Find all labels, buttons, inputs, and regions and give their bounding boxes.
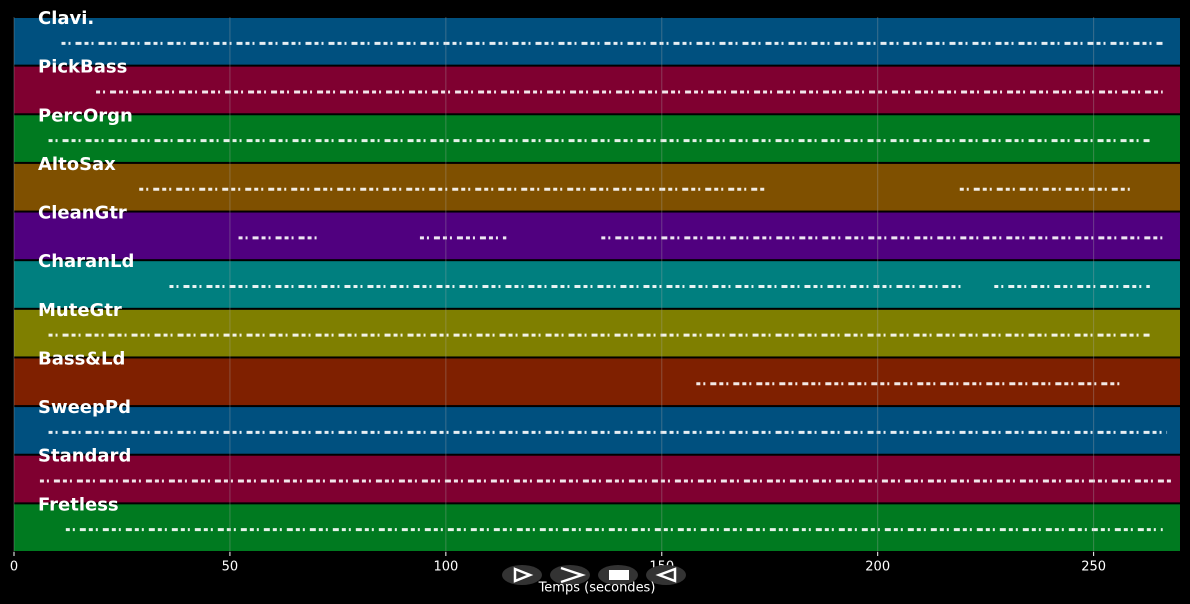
track-label: CharanLd: [38, 251, 134, 272]
track-band: [14, 18, 1180, 65]
track-band: [14, 163, 1180, 211]
x-tick-label: 200: [865, 560, 890, 575]
track-label: CleanGtr: [38, 203, 127, 224]
plot: Clavi. PickBass PercOrgn AltoSax CleanGtr Cha…: [10, 8, 1180, 575]
track-label: Clavi.: [38, 8, 94, 29]
track-label: PercOrgn: [38, 105, 133, 126]
track-band: [14, 115, 1180, 162]
stop-icon: [609, 570, 629, 580]
track-label: Fretless: [38, 494, 119, 515]
track-label: Standard: [38, 446, 131, 467]
track-label: MuteGtr: [38, 300, 122, 321]
track-band: [14, 504, 1180, 551]
x-tick-label: 0: [10, 560, 18, 575]
x-tick-label: 100: [433, 560, 458, 575]
forward-button[interactable]: [550, 565, 590, 585]
play-icon: [513, 567, 534, 583]
track-band: [14, 309, 1180, 357]
track-label: SweepPd: [38, 397, 131, 418]
track-band: [14, 261, 1180, 308]
track-label: Bass&Ld: [38, 348, 125, 369]
track-label: AltoSax: [38, 154, 116, 175]
x-tick-label: 50: [222, 560, 239, 575]
x-tick-label: 250: [1081, 560, 1106, 575]
track-band: [14, 407, 1180, 454]
track-label: PickBass: [38, 57, 127, 78]
play-button[interactable]: [502, 565, 542, 585]
x-axis-label: Temps (secondes): [538, 581, 656, 596]
track-band: [14, 212, 1180, 260]
track-band: [14, 66, 1180, 114]
playback-controls: [502, 565, 686, 585]
back-icon: [655, 567, 677, 583]
forward-icon: [560, 566, 586, 584]
track-band: [14, 358, 1180, 406]
track-band: [14, 455, 1180, 503]
